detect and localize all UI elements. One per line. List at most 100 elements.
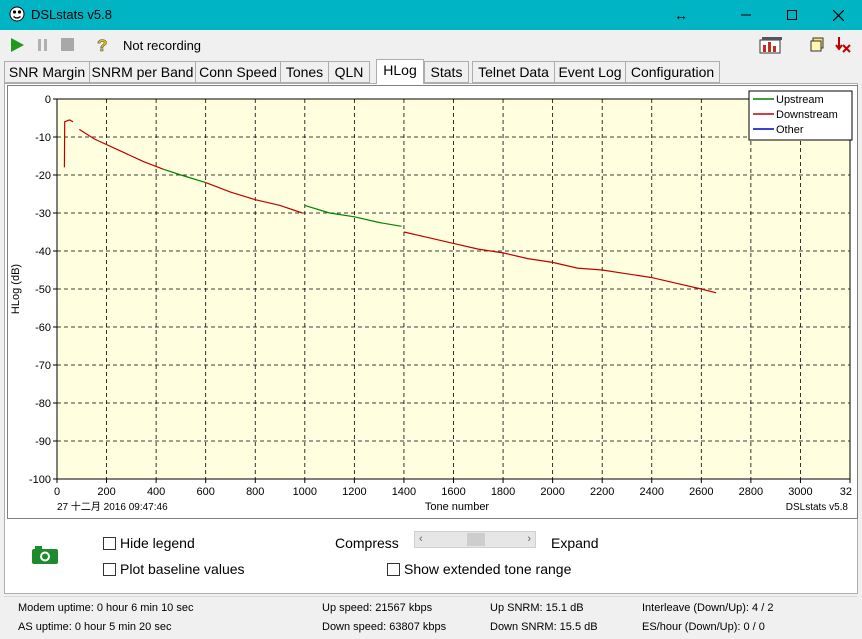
legend-entry-upstream: Upstream [776, 94, 824, 106]
y-tick-label: -50 [35, 284, 51, 296]
show-extended-checkbox[interactable] [387, 563, 400, 576]
down-speed: Down speed: 63807 kbps [322, 621, 447, 633]
modem-uptime: Modem uptime: 0 hour 6 min 10 sec [18, 602, 194, 614]
tab-stats[interactable]: Stats [424, 61, 469, 83]
chart-brand: DSLstats v5.8 [786, 502, 849, 513]
recording-status: Not recording [123, 38, 202, 53]
legend-entry-other: Other [776, 124, 804, 136]
x-tick-label: 3000 [788, 486, 812, 498]
y-tick-label: -100 [29, 474, 51, 486]
x-axis-label: Tone number [425, 501, 490, 513]
series-downstream-line [78, 128, 164, 170]
exit-icon[interactable] [834, 36, 852, 54]
tab-configuration[interactable]: Configuration [625, 61, 720, 83]
interleave: Interleave (Down/Up): 4 / 2 [642, 602, 774, 614]
up-speed: Up speed: 21567 kbps [322, 602, 433, 614]
plot-baseline-label: Plot baseline values [120, 561, 245, 577]
up-snrm: Up SNRM: 15.1 dB [490, 602, 584, 614]
x-tick-label: 400 [147, 486, 165, 498]
stop-icon[interactable] [59, 36, 77, 54]
tab-snrm-per-band[interactable]: SNRM per Band [89, 61, 196, 83]
x-tick-label: 1000 [293, 486, 317, 498]
expand-label: Expand [551, 535, 599, 551]
y-tick-label: -70 [35, 360, 51, 372]
x-axis-ticks: 0 200 400 600 800 1000 1200 1400 1600 1800 2000 220… [54, 479, 852, 498]
close-icon [832, 9, 844, 21]
hide-legend-checkbox[interactable] [103, 537, 116, 550]
minimize-icon [741, 14, 751, 16]
graphs-icon[interactable] [759, 36, 783, 54]
close-button[interactable] [815, 0, 861, 30]
show-extended-label: Show extended tone range [404, 561, 572, 577]
tab-hlog[interactable]: HLog [376, 59, 424, 84]
x-tick-label: 32 [840, 486, 852, 498]
tab-bar: SNR Margin SNRM per Band Conn Speed Tone… [0, 59, 862, 84]
slider-thumb[interactable] [467, 533, 485, 546]
x-tick-label: 1200 [342, 486, 366, 498]
y-tick-label: -10 [35, 132, 51, 144]
grid-lines [57, 99, 850, 479]
tab-event-log[interactable]: Event Log [554, 61, 626, 83]
y-tick-label: -90 [35, 436, 51, 448]
app-logo-icon [9, 6, 25, 22]
slider-right-arrow-icon[interactable]: › [527, 533, 531, 545]
compress-label: Compress [335, 535, 399, 551]
chart-timestamp: 27 十二月 2016 09:47:46 [57, 500, 168, 513]
x-tick-label: 800 [246, 486, 264, 498]
y-axis-ticks: 0 -10 -20 -30 -40 -50 -60 -70 -80 -90 -100 [29, 94, 57, 486]
series-downstream-line [205, 182, 303, 214]
hlog-chart-svg: 0 -10 -20 -30 -40 -50 -60 -70 -80 -90 -100 0 200 400… [10, 90, 853, 513]
maximize-icon [787, 10, 797, 20]
maximize-button[interactable] [769, 0, 815, 30]
x-tick-label: 2800 [739, 486, 763, 498]
title-bar: DSLstats v5.8 ↔ [0, 0, 862, 30]
y-tick-label: -80 [35, 398, 51, 410]
status-bar: Modem uptime: 0 hour 6 min 10 sec AS upt… [4, 596, 858, 636]
toolbar: ? [0, 30, 862, 60]
y-axis-label: HLog (dB) [10, 264, 22, 314]
restore-icon[interactable] [809, 36, 827, 54]
as-uptime: AS uptime: 0 hour 5 min 20 sec [18, 621, 172, 633]
x-tick-label: 2600 [689, 486, 713, 498]
minimize-button[interactable] [723, 0, 769, 30]
legend-box [748, 90, 853, 141]
series-downstream-line [63, 119, 74, 168]
x-tick-label: 2200 [590, 486, 614, 498]
x-tick-label: 2400 [640, 486, 664, 498]
series-downstream-line [403, 231, 717, 294]
es-per-hour: ES/hour (Down/Up): 0 / 0 [642, 621, 765, 633]
tab-snr-margin[interactable]: SNR Margin [4, 61, 90, 83]
x-tick-label: 200 [97, 486, 115, 498]
y-tick-label: -40 [35, 246, 51, 258]
x-tick-label: 1400 [392, 486, 416, 498]
camera-icon[interactable] [31, 545, 59, 565]
legend: Upstream Downstream Other [748, 90, 853, 141]
resize-icon[interactable]: ↔ [674, 7, 688, 23]
y-tick-label: -30 [35, 208, 51, 220]
svg-text:?: ? [97, 36, 107, 54]
x-tick-label: 600 [197, 486, 215, 498]
plot-baseline-checkbox[interactable] [103, 563, 116, 576]
series-upstream-line [163, 168, 206, 184]
tab-tones[interactable]: Tones [280, 61, 329, 83]
tab-conn-speed[interactable]: Conn Speed [195, 61, 281, 83]
x-tick-label: 0 [54, 486, 60, 498]
y-tick-label: -20 [35, 170, 51, 182]
x-tick-label: 1600 [441, 486, 465, 498]
pause-icon[interactable] [34, 36, 52, 54]
legend-entry-downstream: Downstream [776, 109, 838, 121]
hlog-chart: 0 -10 -20 -30 -40 -50 -60 -70 -80 -90 -100 0 200 400… [7, 85, 858, 519]
play-icon[interactable] [8, 36, 26, 54]
tab-telnet-data[interactable]: Telnet Data [472, 61, 555, 83]
help-icon[interactable]: ? [93, 36, 111, 54]
x-tick-label: 1800 [491, 486, 515, 498]
series-lines [63, 119, 717, 294]
zoom-slider[interactable]: ‹ › [414, 531, 536, 548]
slider-left-arrow-icon[interactable]: ‹ [419, 533, 423, 545]
x-tick-label: 2000 [540, 486, 564, 498]
window-title: DSLstats v5.8 [31, 7, 112, 22]
hide-legend-label: Hide legend [120, 535, 195, 551]
series-upstream-line [304, 204, 402, 227]
tab-qln[interactable]: QLN [328, 61, 370, 83]
down-snrm: Down SNRM: 15.5 dB [490, 621, 598, 633]
